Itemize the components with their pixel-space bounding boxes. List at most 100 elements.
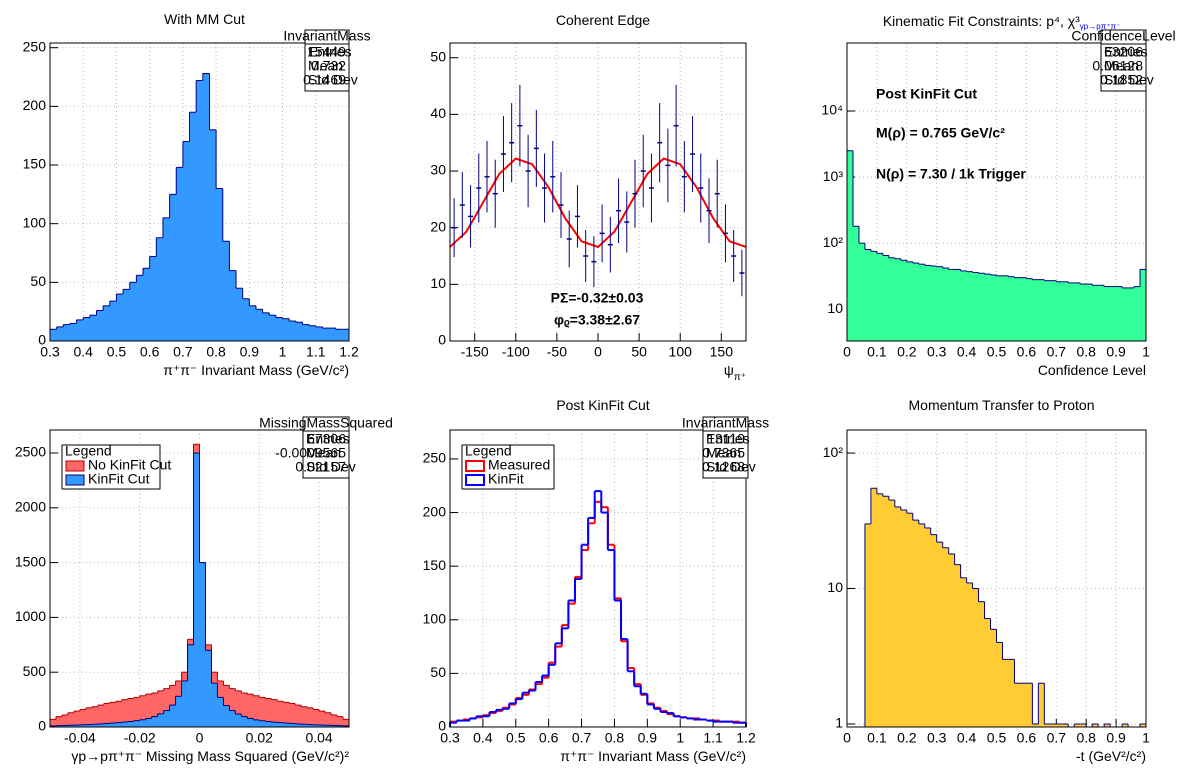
legend-box [461, 444, 555, 490]
histogram-bar [269, 315, 276, 341]
plot-frame [49, 42, 350, 342]
histogram-bar [966, 582, 973, 727]
histogram-bar [189, 112, 197, 341]
stats-value: 0.7365 [702, 445, 745, 461]
histogram-bar [209, 129, 217, 341]
annotation: N(ρ) = 7.30 / 1k Trigger [876, 166, 1026, 182]
histogram-bar [193, 453, 200, 727]
histogram-bar [1104, 286, 1111, 341]
histogram-bar [307, 707, 314, 727]
x-tick-label: 50 [631, 344, 647, 360]
legend-label: KinFit [488, 471, 524, 487]
histogram-bar [229, 710, 236, 727]
histogram-bar [1014, 683, 1021, 727]
histogram-bar [50, 725, 56, 727]
stats-label: Mean [1104, 58, 1139, 74]
histogram-bar [109, 702, 116, 727]
stats-label: Mean [706, 445, 741, 461]
histogram-bar [265, 698, 272, 727]
y-tick-label: 30 [430, 162, 446, 178]
histogram-bar [331, 725, 338, 727]
histogram-bar [229, 688, 236, 727]
legend-swatch [65, 460, 85, 472]
histogram-bar [900, 260, 907, 341]
histogram-bar [870, 488, 877, 727]
histogram-bar [1074, 282, 1081, 341]
x-tick-label: 0 [196, 730, 204, 746]
histogram-bar [109, 723, 116, 727]
histogram-bar [954, 269, 961, 341]
histogram-bar [996, 642, 1003, 727]
histogram-bar [253, 719, 260, 727]
stats-value: -0.0009565 [275, 445, 346, 461]
x-tick-label: 1 [676, 730, 684, 746]
histogram-bar [229, 270, 237, 341]
histogram-bar [876, 493, 883, 727]
histogram-bar [1008, 659, 1015, 727]
histogram-bar [236, 288, 243, 341]
histogram-bar [97, 705, 104, 727]
histogram-bar [1014, 277, 1021, 341]
x-tick-label: 0.02 [246, 730, 273, 746]
annotation: M(ρ) = 0.765 GeV/c² [876, 125, 1005, 141]
histogram-bar [133, 720, 140, 727]
histogram-bar [255, 309, 263, 341]
histogram-bar [888, 500, 895, 727]
histogram-bar [301, 724, 308, 727]
x-tick-label: 0.9 [638, 730, 658, 746]
histogram-bar [205, 650, 212, 727]
histogram-bar [67, 712, 74, 727]
histogram-bar [918, 523, 925, 727]
histogram-bar [133, 697, 140, 727]
x-axis-label-text: π⁺π⁻ Invariant Mass (GeV/c²) [560, 748, 746, 764]
stats-box [302, 416, 350, 479]
histogram-bar [61, 714, 68, 727]
histogram-bar [1044, 280, 1051, 341]
histogram-bar [283, 702, 290, 727]
histogram-bar [1026, 278, 1033, 341]
x-tick-label: 0.1 [867, 730, 887, 746]
stats-value: 0.1852 [1100, 72, 1143, 88]
stats-value: 0.1469 [303, 72, 346, 88]
stats-value: 15449 [307, 44, 346, 60]
stats-label: Std Dev [706, 459, 756, 475]
y-tick-label: 150 [23, 156, 47, 172]
x-tick-label: 0.2 [897, 344, 917, 360]
histogram-bar [139, 695, 146, 727]
legend-label: No KinFit Cut [88, 457, 171, 473]
x-tick-label: 0.7 [1047, 730, 1067, 746]
histogram-bar [163, 710, 170, 727]
x-tick-label: 0.8 [206, 344, 226, 360]
annotation: PΣ=-0.32±0.03 [551, 290, 644, 306]
y-tick-label: 10 [430, 275, 446, 291]
y-tick-label: 2500 [15, 444, 46, 460]
histogram-bar [1080, 284, 1087, 341]
plot-frame [449, 42, 747, 342]
fit-curve [449, 157, 747, 249]
chart-title: Post KinFit Cut [556, 397, 649, 413]
x-tick-label: 0.7 [1047, 344, 1067, 360]
histogram-bar [894, 506, 901, 727]
x-tick-label: 0.7 [173, 344, 193, 360]
histogram-bar [331, 714, 338, 727]
y-tick-label: 1000 [15, 608, 46, 624]
histogram-bar [83, 317, 90, 341]
x-axis-label-text: ψ [724, 362, 734, 378]
legend-title: Legend [465, 443, 512, 459]
histogram-bar [145, 694, 152, 727]
histogram-bar [996, 275, 1003, 341]
x-tick-label: 0.8 [605, 730, 625, 746]
histogram-bar [1050, 280, 1057, 341]
x-tick-label: -100 [502, 344, 530, 360]
x-tick-label: 0.5 [506, 730, 526, 746]
histogram-bar [151, 693, 158, 727]
stats-label: Std Dev [306, 459, 356, 475]
histogram-bar [319, 711, 326, 727]
stats-box [304, 29, 350, 92]
x-axis-label-text: Confidence Level [1038, 362, 1146, 378]
histogram-bar [1080, 723, 1087, 727]
histogram-bar [1110, 286, 1117, 341]
histogram-bar [954, 564, 961, 727]
histogram-bar [277, 701, 284, 727]
stats-value: 0.732 [311, 58, 346, 74]
